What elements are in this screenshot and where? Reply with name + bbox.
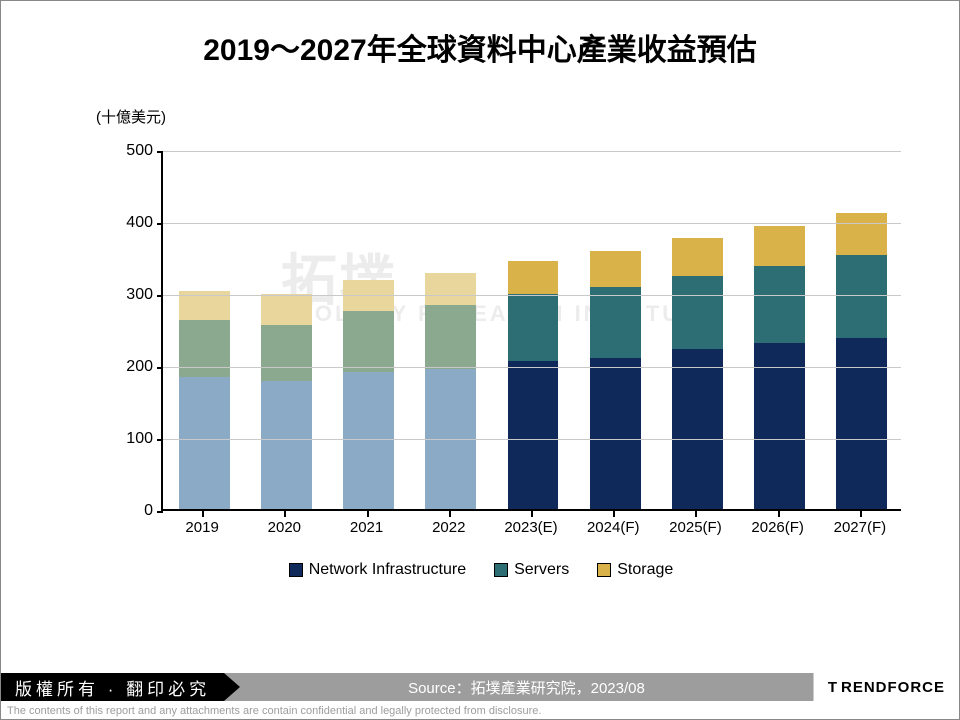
triangle-divider	[224, 673, 240, 701]
x-tick	[695, 511, 697, 517]
bar-segment	[836, 255, 887, 338]
gridline	[163, 151, 901, 152]
legend-label: Storage	[617, 561, 673, 579]
slide: 2019～2027年全球資料中心產業收益預估 (十億美元) 拓墣 TOPOLOG…	[0, 0, 960, 720]
legend-swatch	[289, 563, 303, 577]
bar-segment	[754, 266, 805, 344]
bar-segment	[672, 238, 723, 275]
y-tick-label: 200	[103, 358, 153, 376]
x-tick-label: 2024(F)	[587, 519, 640, 536]
bar-segment	[672, 349, 723, 509]
gridline	[163, 223, 901, 224]
legend-item: Network Infrastructure	[289, 561, 466, 579]
x-tick	[860, 511, 862, 517]
legend-item: Storage	[597, 561, 673, 579]
bar-segment	[425, 305, 476, 368]
bar-group	[343, 280, 394, 509]
bar-segment	[754, 226, 805, 266]
plot-region	[161, 151, 901, 511]
chart-area: 2019 2020 2021 2022 2023(E) 2024(F) 2025(F) 202…	[101, 151, 901, 541]
bar-segment	[179, 377, 230, 509]
x-tick	[778, 511, 780, 517]
y-tick	[157, 295, 163, 297]
x-tick-label: 2020	[268, 519, 301, 536]
x-tick-label: 2027(F)	[834, 519, 887, 536]
bar-group	[179, 291, 230, 509]
bar-group	[836, 213, 887, 509]
x-tick	[202, 511, 204, 517]
footer-bar: 版權所有 · 翻印必究 Source：拓墣產業研究院，2023/08 TREND…	[1, 673, 959, 701]
y-tick	[157, 367, 163, 369]
x-tick	[367, 511, 369, 517]
brand-logo: TRENDFORCE	[813, 673, 959, 701]
bar-segment	[836, 213, 887, 255]
x-tick-label: 2025(F)	[669, 519, 722, 536]
bar-segment	[425, 273, 476, 305]
y-tick	[157, 439, 163, 441]
y-tick-label: 300	[103, 286, 153, 304]
bar-segment	[754, 343, 805, 509]
bar-segment	[261, 294, 312, 324]
source-label: Source：拓墣產業研究院，2023/08	[240, 677, 813, 698]
legend-swatch	[597, 563, 611, 577]
x-labels: 2019 2020 2021 2022 2023(E) 2024(F) 2025(F) 202…	[161, 519, 901, 541]
gridline	[163, 367, 901, 368]
y-tick	[157, 511, 163, 513]
bars-container	[163, 151, 901, 509]
brand-name: RENDFORCE	[841, 679, 945, 696]
bar-group	[261, 294, 312, 509]
x-tick	[531, 511, 533, 517]
bar-group	[508, 261, 559, 509]
chart-title: 2019～2027年全球資料中心產業收益預估	[1, 25, 959, 69]
bar-segment	[343, 372, 394, 509]
footer: 版權所有 · 翻印必究 Source：拓墣產業研究院，2023/08 TREND…	[1, 673, 959, 701]
bar-segment	[508, 261, 559, 294]
bar-group	[672, 238, 723, 509]
y-tick	[157, 151, 163, 153]
legend-swatch	[494, 563, 508, 577]
copyright-label: 版權所有 · 翻印必究	[1, 673, 224, 701]
bar-segment	[179, 320, 230, 378]
bar-segment	[836, 338, 887, 509]
bar-segment	[590, 287, 641, 358]
bar-group	[425, 273, 476, 509]
y-tick-label: 500	[103, 142, 153, 160]
y-tick	[157, 223, 163, 225]
y-axis-label: (十億美元)	[96, 106, 166, 127]
bar-segment	[261, 325, 312, 381]
bar-segment	[590, 358, 641, 509]
gridline	[163, 295, 901, 296]
bar-segment	[343, 311, 394, 372]
bar-group	[590, 251, 641, 509]
x-tick	[284, 511, 286, 517]
x-tick-label: 2021	[350, 519, 383, 536]
legend-label: Network Infrastructure	[309, 561, 466, 579]
x-tick-label: 2022	[432, 519, 465, 536]
disclaimer-text: The contents of this report and any atta…	[7, 705, 541, 717]
y-tick-label: 100	[103, 430, 153, 448]
x-tick	[613, 511, 615, 517]
x-tick-label: 2026(F)	[751, 519, 804, 536]
legend: Network Infrastructure Servers Storage	[1, 561, 960, 582]
bar-segment	[508, 294, 559, 361]
x-tick-label: 2019	[185, 519, 218, 536]
y-tick-label: 0	[103, 502, 153, 520]
bar-segment	[672, 276, 723, 349]
bar-segment	[508, 361, 559, 509]
legend-label: Servers	[514, 561, 569, 579]
legend-item: Servers	[494, 561, 569, 579]
bar-segment	[261, 381, 312, 509]
brand-prefix: T	[828, 679, 838, 696]
x-tick-label: 2023(E)	[504, 519, 557, 536]
x-tick	[449, 511, 451, 517]
y-tick-label: 400	[103, 214, 153, 232]
gridline	[163, 439, 901, 440]
bar-segment	[590, 251, 641, 287]
